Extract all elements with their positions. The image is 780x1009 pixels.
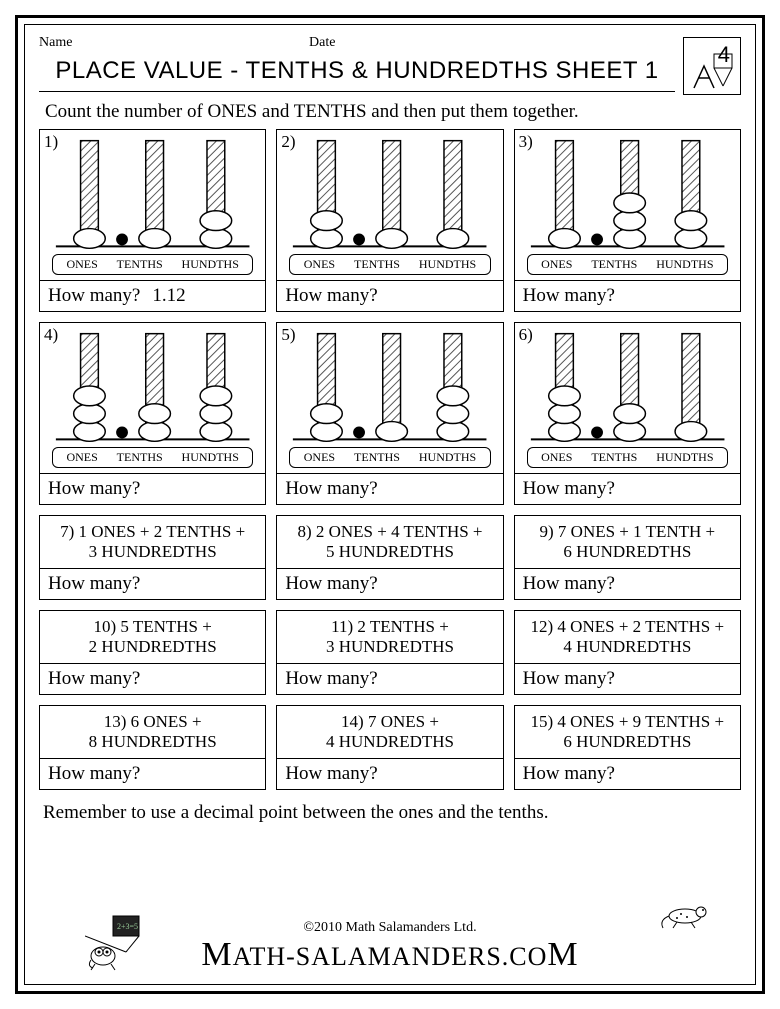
- text-problem: 9) 7 ONES + 1 TENTH + 6 HUNDREDTHS How m…: [514, 515, 741, 600]
- abacus-problem: 4) ONESTENTHSHUNDTHS How many?: [39, 322, 266, 505]
- answer-row[interactable]: How many?: [515, 473, 740, 504]
- worksheet-title: PLACE VALUE - TENTHS & HUNDREDTHS SHEET …: [39, 55, 675, 92]
- reminder-text: Remember to use a decimal point between …: [43, 802, 737, 824]
- answer-row[interactable]: How many?: [40, 568, 265, 599]
- answer-row[interactable]: How many?: [277, 568, 502, 599]
- grade-badge: 4: [683, 37, 741, 95]
- date-label: Date: [309, 35, 335, 51]
- column-labels: ONESTENTHSHUNDTHS: [52, 254, 253, 275]
- answer-row[interactable]: How many?: [515, 663, 740, 694]
- column-labels: ONESTENTHSHUNDTHS: [289, 447, 490, 468]
- problem-number: 2): [281, 132, 295, 152]
- answer-row[interactable]: How many?: [277, 663, 502, 694]
- lizard-icon: [655, 894, 715, 934]
- abacus-problem: 2) ONESTENTHSHUNDTHS How many?: [276, 129, 503, 312]
- answer-row[interactable]: How many?: [40, 663, 265, 694]
- answer-row[interactable]: How many?: [40, 473, 265, 504]
- text-problem: 14) 7 ONES + 4 HUNDREDTHS How many?: [276, 705, 503, 790]
- column-labels: ONESTENTHSHUNDTHS: [527, 447, 728, 468]
- answer-row[interactable]: How many?: [277, 473, 502, 504]
- name-label: Name: [39, 35, 309, 51]
- answer-row[interactable]: How many?: [277, 758, 502, 789]
- svg-text:2+3=5: 2+3=5: [117, 922, 138, 931]
- text-problem: 8) 2 ONES + 4 TENTHS + 5 HUNDREDTHS How …: [276, 515, 503, 600]
- answer-row[interactable]: How many?1.12: [40, 280, 265, 311]
- grade-number: 4: [718, 42, 730, 68]
- problem-number: 1): [44, 132, 58, 152]
- abacus-problem: 5) ONESTENTHSHUNDTHS How many?: [276, 322, 503, 505]
- instructions-text: Count the number of ONES and TENTHS and …: [45, 101, 741, 123]
- text-problem: 12) 4 ONES + 2 TENTHS + 4 HUNDREDTHS How…: [514, 610, 741, 695]
- text-problem: 7) 1 ONES + 2 TENTHS + 3 HUNDREDTHS How …: [39, 515, 266, 600]
- answer-value: 1.12: [152, 285, 185, 307]
- problem-number: 4): [44, 325, 58, 345]
- answer-row[interactable]: How many?: [515, 280, 740, 311]
- text-problem: 10) 5 TENTHS + 2 HUNDREDTHS How many?: [39, 610, 266, 695]
- text-problem: 11) 2 TENTHS + 3 HUNDREDTHS How many?: [276, 610, 503, 695]
- salamander-icon: 2+3=5: [85, 912, 155, 972]
- answer-row[interactable]: How many?: [277, 280, 502, 311]
- abacus-problem: 6) ONESTENTHSHUNDTHS How many?: [514, 322, 741, 505]
- problem-number: 6): [519, 325, 533, 345]
- answer-row[interactable]: How many?: [515, 758, 740, 789]
- abacus-problem: 3) ONESTENTHSHUNDTHS How many?: [514, 129, 741, 312]
- abacus-problem: 1) ONESTENTHSHUNDTHS How many?1.12: [39, 129, 266, 312]
- column-labels: ONESTENTHSHUNDTHS: [289, 254, 490, 275]
- answer-row[interactable]: How many?: [515, 568, 740, 599]
- text-problem: 13) 6 ONES + 8 HUNDREDTHS How many?: [39, 705, 266, 790]
- problem-number: 3): [519, 132, 533, 152]
- answer-row[interactable]: How many?: [40, 758, 265, 789]
- problem-number: 5): [281, 325, 295, 345]
- text-problem: 15) 4 ONES + 9 TENTHS + 6 HUNDREDTHS How…: [514, 705, 741, 790]
- column-labels: ONESTENTHSHUNDTHS: [527, 254, 728, 275]
- column-labels: ONESTENTHSHUNDTHS: [52, 447, 253, 468]
